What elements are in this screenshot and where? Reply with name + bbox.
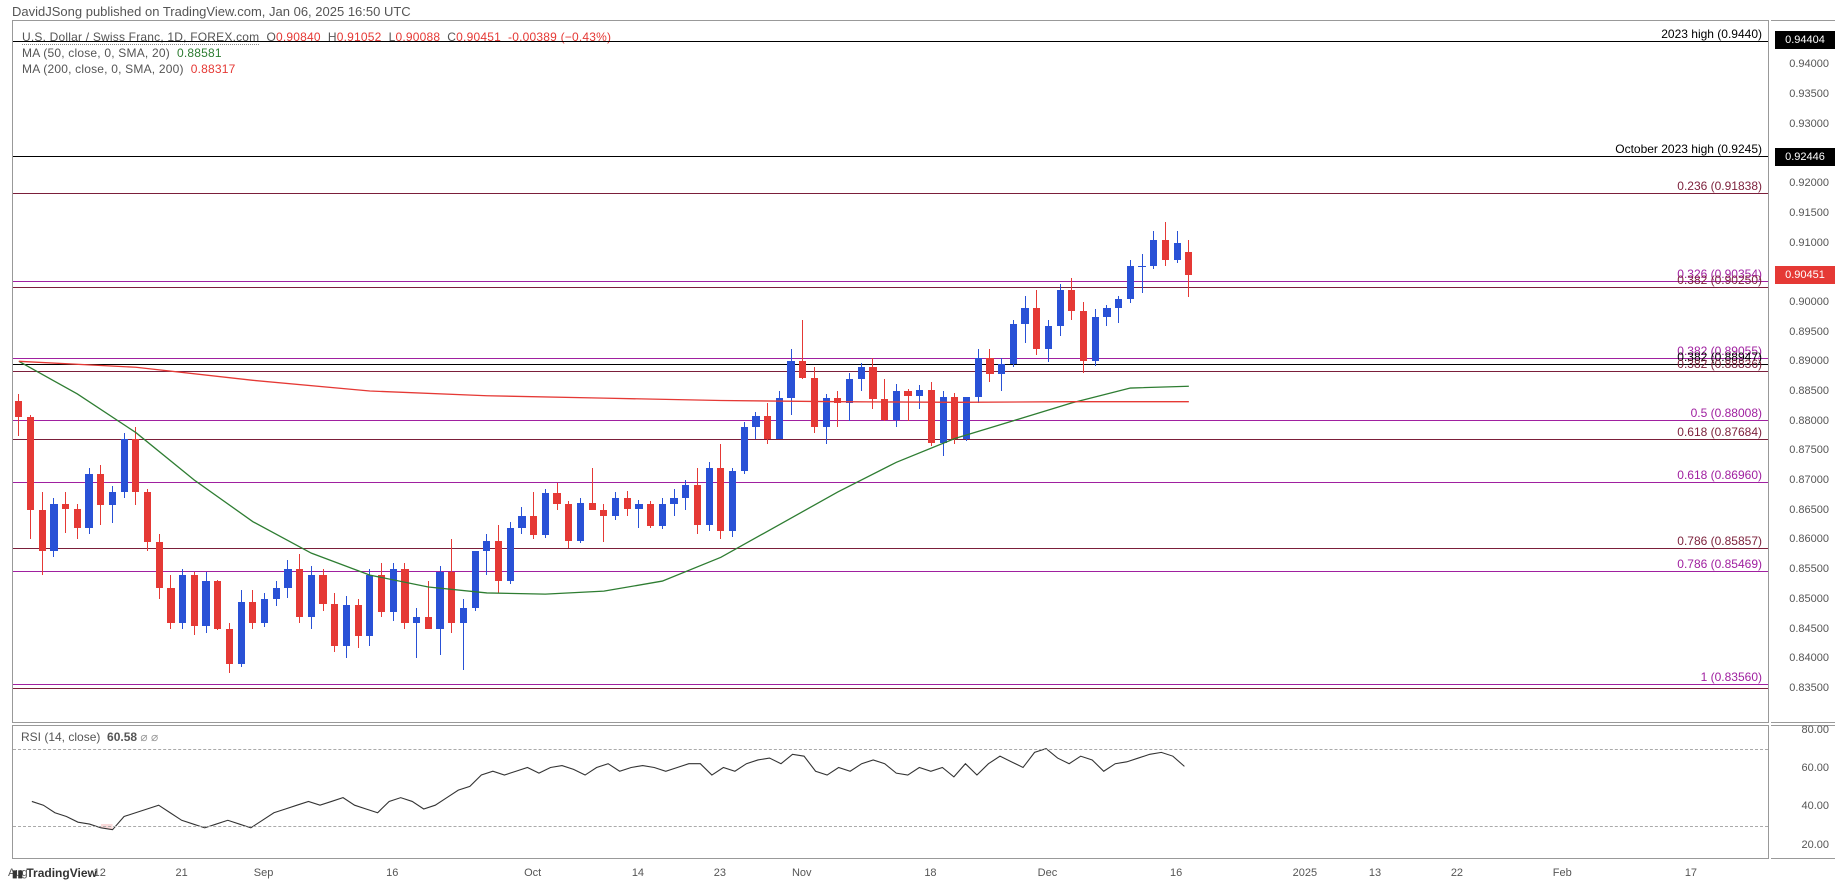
time-axis: Aug1221Sep16Oct1423Nov18Dec1620251322Feb… (12, 861, 1769, 883)
tradingview-logo: ▮▮ TradingView (12, 866, 97, 880)
rsi-axis: 20.0040.0060.0080.00 (1771, 725, 1835, 859)
price-chart[interactable]: 2023 high (0.9440)October 2023 high (0.9… (12, 20, 1769, 723)
price-axis: 0.835000.840000.845000.850000.855000.860… (1771, 20, 1835, 723)
rsi-chart[interactable]: RSI (14, close) 60.58 ⌀ ⌀ (12, 725, 1769, 859)
publish-header: DavidJSong published on TradingView.com,… (12, 4, 411, 19)
